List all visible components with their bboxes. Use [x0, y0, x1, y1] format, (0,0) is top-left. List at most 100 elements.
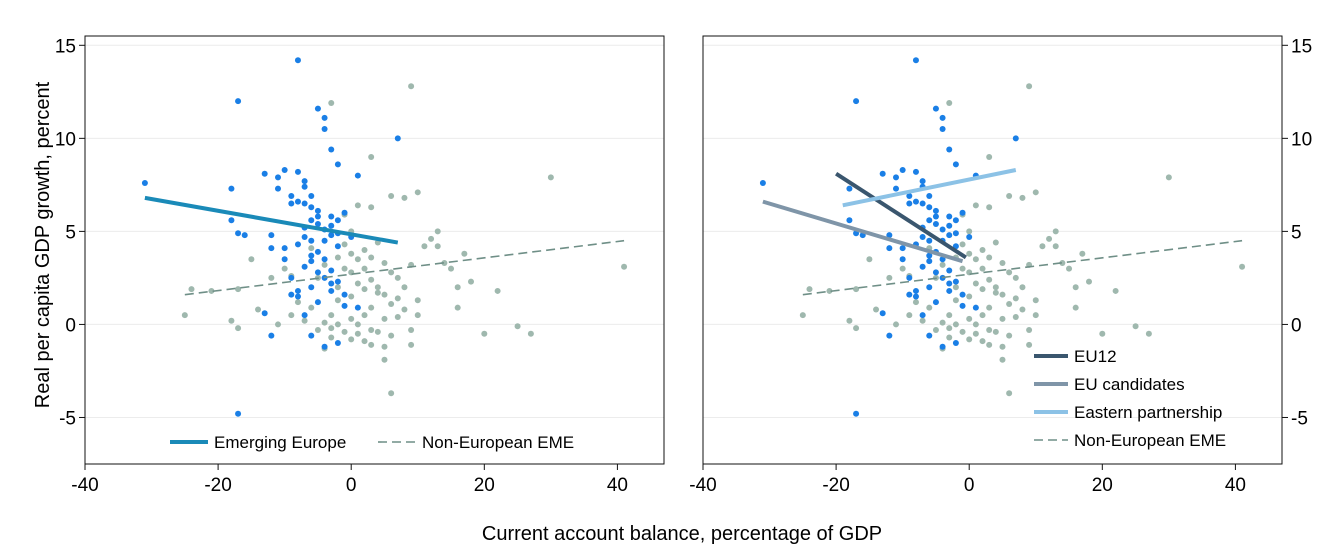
- data-point: [334, 284, 341, 291]
- data-point: [853, 325, 860, 332]
- y-axis-title: Real per capita GDP growth, percent: [32, 81, 54, 408]
- data-point: [235, 98, 242, 105]
- data-point: [919, 200, 926, 207]
- data-point: [181, 312, 188, 319]
- fit-line: [835, 172, 967, 260]
- data-point: [348, 250, 355, 257]
- data-point: [461, 250, 468, 257]
- data-point: [281, 245, 288, 252]
- data-point: [853, 286, 860, 293]
- data-point: [301, 233, 308, 240]
- data-point: [381, 291, 388, 298]
- data-point: [301, 317, 308, 324]
- data-point: [401, 194, 408, 201]
- data-point: [621, 263, 628, 270]
- data-point: [454, 304, 461, 311]
- data-point: [866, 256, 873, 263]
- data-point: [1099, 330, 1106, 337]
- data-point: [354, 202, 361, 209]
- panel-frame: [84, 35, 665, 465]
- data-point: [979, 265, 986, 272]
- data-point: [946, 99, 953, 106]
- panel-left: -40 -20 0 20 40 -5 0 5 10 15 Emerging Europe Non-Eu…: [55, 35, 665, 496]
- data-point: [906, 274, 913, 281]
- data-point: [919, 233, 926, 240]
- data-point: [986, 304, 993, 311]
- data-point: [301, 200, 308, 207]
- data-point: [294, 241, 301, 248]
- data-point: [952, 284, 959, 291]
- data-point: [939, 343, 946, 350]
- data-point: [381, 315, 388, 322]
- data-point: [912, 57, 919, 64]
- data-point: [235, 230, 242, 237]
- data-point: [999, 260, 1006, 267]
- data-point: [1026, 83, 1033, 90]
- data-point: [381, 343, 388, 350]
- data-point: [926, 252, 933, 259]
- data-point: [394, 313, 401, 320]
- data-point: [388, 390, 395, 397]
- data-point: [759, 180, 766, 187]
- data-point: [354, 304, 361, 311]
- data-point: [414, 189, 421, 196]
- data-point: [966, 228, 973, 235]
- data-point: [235, 325, 242, 332]
- data-point: [972, 202, 979, 209]
- data-point: [1012, 295, 1019, 302]
- legend-label: Emerging Europe: [214, 433, 346, 452]
- data-point: [321, 237, 328, 244]
- data-point: [946, 232, 953, 239]
- data-point: [986, 153, 993, 160]
- data-point: [308, 217, 315, 224]
- data-point: [328, 99, 335, 106]
- data-point: [1132, 323, 1139, 330]
- data-point: [932, 220, 939, 227]
- data-point: [235, 410, 242, 417]
- data-point: [886, 274, 893, 281]
- legend-label: Non-European EME: [422, 433, 574, 452]
- data-point: [986, 254, 993, 261]
- data-point: [328, 325, 335, 332]
- data-point: [361, 286, 368, 293]
- data-point: [1079, 250, 1086, 257]
- data-point: [341, 209, 348, 216]
- data-point: [1032, 297, 1039, 304]
- data-point: [966, 336, 973, 343]
- data-point: [992, 289, 999, 296]
- data-point: [321, 114, 328, 121]
- data-point: [1165, 174, 1172, 181]
- data-point: [932, 327, 939, 334]
- data-point: [235, 286, 242, 293]
- data-point: [919, 317, 926, 324]
- data-point: [481, 330, 488, 337]
- data-point: [241, 232, 248, 239]
- data-point: [1239, 263, 1246, 270]
- data-point: [1066, 265, 1073, 272]
- data-point: [999, 291, 1006, 298]
- data-point: [952, 161, 959, 168]
- x-tick-label: 20: [1092, 475, 1113, 496]
- data-point: [394, 295, 401, 302]
- data-point: [946, 312, 953, 319]
- data-point: [368, 341, 375, 348]
- data-point: [381, 260, 388, 267]
- y-tick-label: -5: [59, 408, 76, 429]
- data-point: [932, 299, 939, 306]
- data-point: [334, 217, 341, 224]
- legend-label: Eastern partnership: [1074, 403, 1222, 422]
- data-point: [906, 193, 913, 200]
- data-point: [341, 241, 348, 248]
- data-point: [912, 287, 919, 294]
- data-point: [308, 304, 315, 311]
- data-point: [919, 178, 926, 185]
- data-point: [893, 174, 899, 181]
- data-point: [328, 146, 335, 153]
- fit-line: [802, 239, 1243, 296]
- data-point: [1046, 235, 1053, 242]
- data-point: [268, 274, 275, 281]
- data-point: [1072, 284, 1079, 291]
- data-point: [986, 276, 993, 283]
- data-point: [448, 265, 455, 272]
- data-point: [401, 284, 408, 291]
